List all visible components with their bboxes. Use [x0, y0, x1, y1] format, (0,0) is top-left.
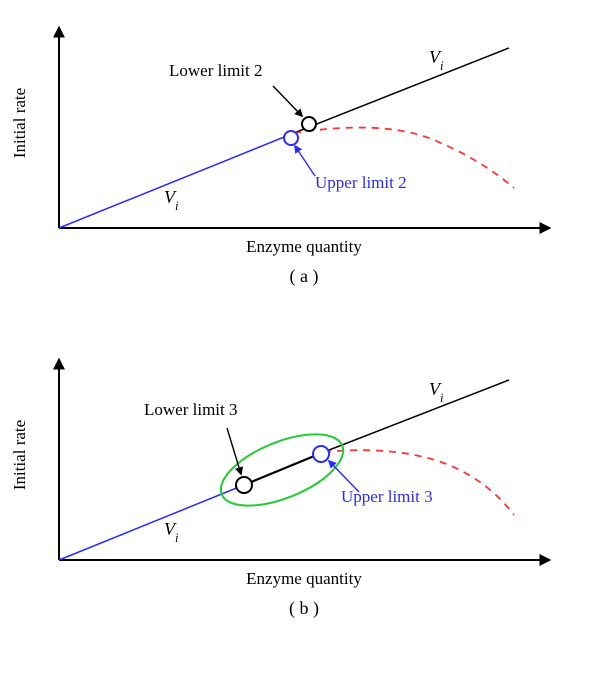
line-black: [324, 380, 509, 452]
line-black: [294, 48, 509, 133]
y-axis-label: Initial rate: [10, 88, 29, 158]
panel-caption: ( a ): [290, 266, 319, 287]
vi-label-upper: Vi: [429, 379, 444, 405]
lower-arrow: [273, 86, 302, 116]
lower-limit-marker: [236, 477, 252, 493]
x-axis-label: Enzyme quantity: [246, 569, 362, 588]
upper-limit-marker: [284, 131, 298, 145]
vi-label-lower: Vi: [164, 187, 179, 213]
lower-limit-marker: [302, 117, 316, 131]
line-blue: [59, 487, 239, 560]
vi-label-upper: Vi: [429, 47, 444, 73]
panel-caption: ( b ): [289, 598, 319, 619]
lower-limit-label: Lower limit 3: [144, 400, 237, 419]
upper-arrow: [295, 146, 315, 176]
line-blue: [59, 133, 294, 228]
upper-limit-label: Upper limit 2: [315, 173, 407, 192]
panel-b: Lower limit 3 Upper limit 3 Vi Vi Initial ra…: [1, 350, 599, 632]
vi-label-lower: Vi: [164, 519, 179, 545]
x-axis-label: Enzyme quantity: [246, 237, 362, 256]
upper-limit-marker: [313, 446, 329, 462]
y-axis-label: Initial rate: [10, 420, 29, 490]
panel-a: Lower limit 2 Upper limit 2 Vi Vi Initial ra…: [1, 18, 599, 300]
upper-limit-label: Upper limit 3: [341, 487, 433, 506]
lower-limit-label: Lower limit 2: [169, 61, 262, 80]
